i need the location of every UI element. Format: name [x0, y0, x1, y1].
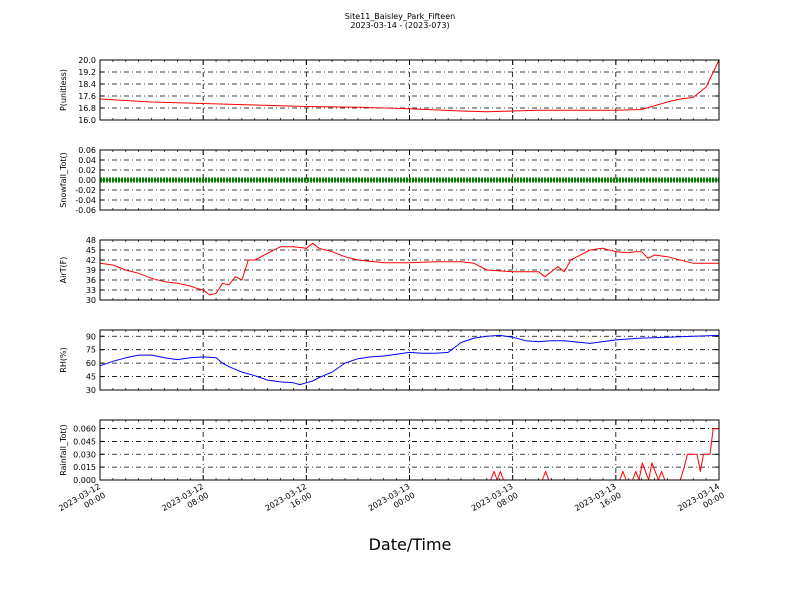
panel-frame — [99, 329, 720, 391]
y-tick-label: 0.030 — [73, 450, 96, 459]
y-tick-label: 0.06 — [78, 146, 96, 155]
y-tick-label: 0.060 — [73, 425, 96, 434]
y-tick-label: 39 — [86, 266, 96, 275]
y-tick-label: 33 — [86, 286, 96, 295]
y-tick-label: 90 — [86, 332, 96, 341]
panel-0: 16.0 16.8 17.6 18.4 19.2 20.0 P(unitless) — [59, 56, 720, 125]
chart-subtitle: 2023-03-14 - (2023-073) — [350, 21, 449, 30]
panel-4: 0.000 0.015 0.030 0.045 0.060 Rainfall_Tot() — [59, 419, 720, 485]
y-tick-label: -0.02 — [75, 186, 96, 195]
y-tick-label: 42 — [86, 256, 96, 265]
chart-title: Site11_Baisley_Park_Fifteen — [345, 12, 455, 21]
y-tick-label: -0.06 — [75, 206, 96, 215]
y-axis-label: P(unitless) — [59, 69, 68, 111]
y-tick-label: 17.6 — [78, 92, 96, 101]
y-tick-label: 16.8 — [78, 104, 96, 113]
panel-3: 30 45 60 75 90 RH(%) — [59, 329, 720, 395]
y-tick-label: 0.045 — [73, 437, 96, 446]
y-tick-label: 16.0 — [78, 116, 96, 125]
y-tick-label: 48 — [86, 236, 96, 245]
y-axis-label: AirT(F) — [59, 257, 68, 284]
series-line — [99, 334, 720, 386]
y-tick-label: 19.2 — [78, 68, 96, 77]
panel-frame — [99, 59, 720, 121]
y-tick-label: -0.04 — [75, 196, 96, 205]
y-tick-label: 60 — [86, 359, 96, 368]
x-axis-label: Date/Time — [369, 535, 452, 554]
y-tick-label: 30 — [86, 296, 96, 305]
panel-frame — [99, 239, 720, 301]
y-tick-label: 45 — [86, 373, 96, 382]
y-tick-label: 18.4 — [78, 80, 96, 89]
chart-panels: 16.0 16.8 17.6 18.4 19.2 20.0 P(unitless) -0.06… — [57, 56, 726, 513]
y-tick-label: 0.000 — [73, 476, 96, 485]
y-tick-label: 75 — [86, 346, 96, 355]
y-tick-label: 36 — [86, 276, 96, 285]
y-tick-label: 0.00 — [78, 176, 96, 185]
panel-frame — [99, 419, 720, 481]
y-tick-label: 45 — [86, 246, 96, 255]
y-axis-label: RH(%) — [59, 347, 68, 372]
series-line — [99, 242, 719, 296]
panel-1: -0.06-0.04-0.020.000.020.040.06 Snowfall_… — [59, 146, 720, 215]
series-line — [99, 59, 720, 113]
y-axis-label: Snowfall_Tot() — [59, 152, 68, 208]
y-axis-label: Rainfall_Tot() — [59, 424, 68, 476]
y-tick-label: 0.015 — [73, 463, 96, 472]
y-tick-label: 30 — [86, 386, 96, 395]
y-tick-label: 0.04 — [78, 156, 96, 165]
y-tick-label: 20.0 — [78, 56, 96, 65]
panel-frame — [99, 149, 720, 211]
y-tick-label: 0.02 — [78, 166, 96, 175]
